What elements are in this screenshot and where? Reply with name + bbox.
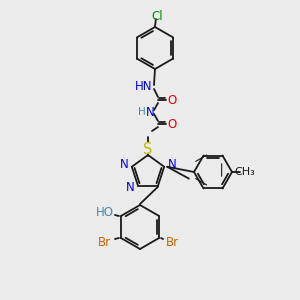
Text: HN: HN [135,80,153,94]
Text: Cl: Cl [151,10,163,22]
Text: Br: Br [166,236,178,248]
Text: CH₃: CH₃ [235,167,255,177]
Text: HO: HO [96,206,114,220]
Text: N: N [119,158,128,171]
Text: N: N [126,181,134,194]
Text: O: O [167,94,177,106]
Text: Br: Br [98,236,110,248]
Text: S: S [143,142,153,157]
Text: O: O [167,118,177,130]
Text: H: H [138,107,146,117]
Text: N: N [168,158,176,171]
Text: N: N [146,106,154,118]
